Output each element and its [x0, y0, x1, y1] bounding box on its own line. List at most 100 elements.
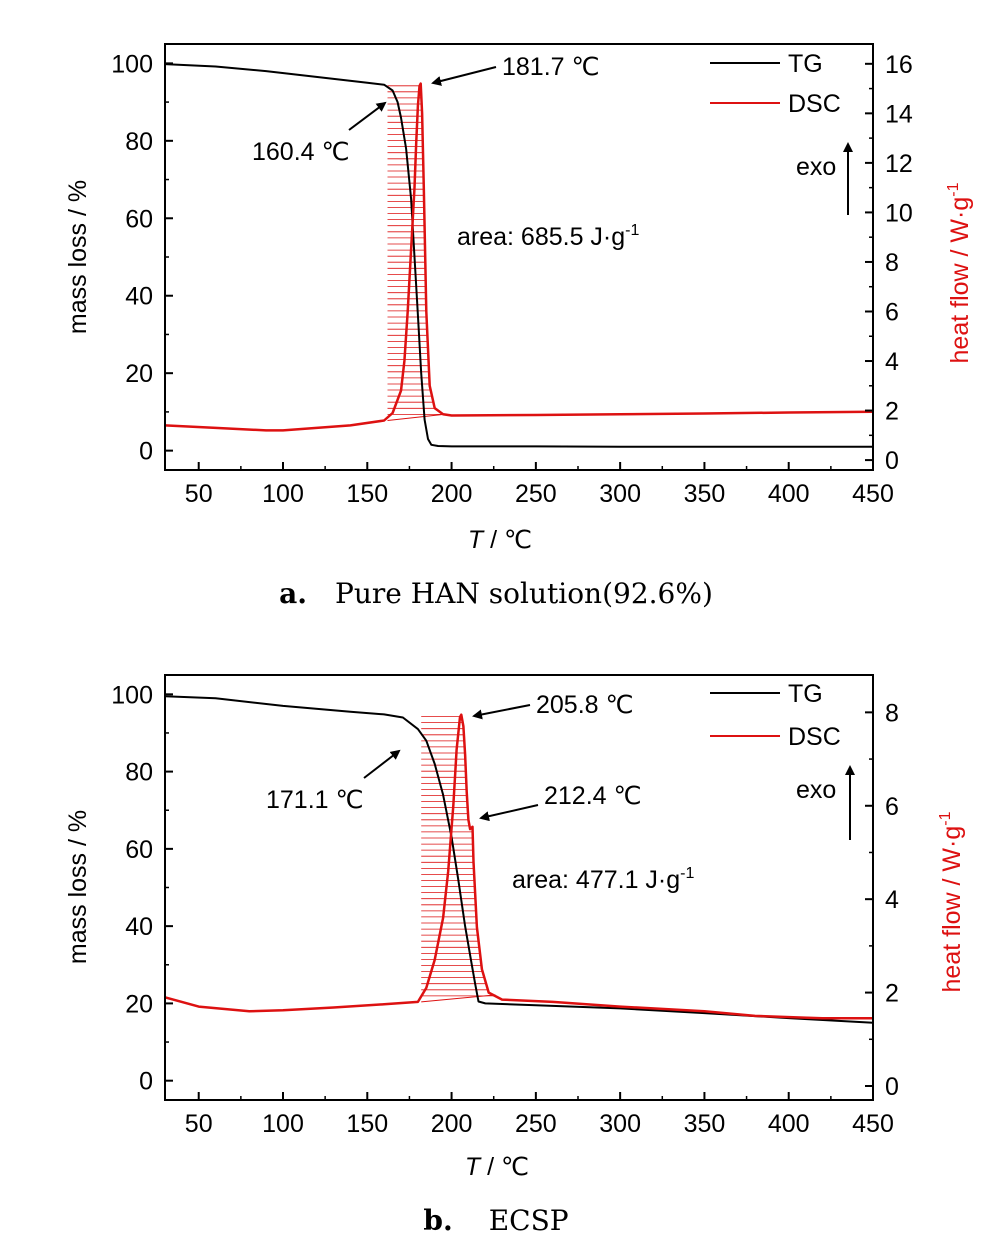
legend-label-tg-b: TG [788, 680, 823, 708]
caption-letter-a: a. [279, 577, 307, 610]
chart-panel-a: 50 100 150 200 250 300 350 400 450 020406080100 … [64, 43, 974, 610]
annotation-peak-arrow-b [472, 704, 531, 720]
x-tick-label: 300 [599, 1110, 641, 1138]
annotation-shoulder-b: 212.4 ℃ [544, 782, 642, 810]
x-axis-label-italic-b: T [465, 1153, 482, 1181]
y2-tick-label: 16 [885, 51, 913, 79]
caption-text-a: Pure HAN solution(92.6%) [335, 577, 713, 610]
annotation-exo-a: exo [796, 153, 836, 181]
x-tick-label: 100 [262, 1110, 304, 1138]
caption-a: a. Pure HAN solution(92.6%) [279, 577, 713, 610]
annotation-peak-b: 205.8 ℃ [536, 691, 634, 719]
x-tick-label: 200 [431, 480, 473, 508]
y-tick-label: 60 [125, 836, 153, 864]
caption-b: b. ECSP [423, 1204, 568, 1237]
x-tick-label: 50 [185, 1110, 213, 1138]
y-tick-label: 100 [111, 50, 153, 78]
y2-tick-label: 0 [885, 1073, 899, 1101]
x-tick-label: 350 [684, 480, 726, 508]
series-line-tg [165, 63, 873, 448]
annotation-exo-b: exo [796, 776, 836, 804]
x-axis-label-a: T / ℃ [468, 526, 532, 554]
y-tick-label: 80 [125, 128, 153, 156]
y2-axis-label-sup-a: -1 [945, 182, 962, 196]
legend-label-dsc-b: DSC [788, 723, 841, 751]
y-ticks-a: 0 20 40 60 80 100 [111, 50, 173, 466]
annotation-onset-arrow-a [348, 101, 387, 131]
x-tick-label: 150 [346, 1110, 388, 1138]
y2-tick-label: 2 [885, 398, 899, 426]
x-tick-label: 250 [515, 480, 557, 508]
annotation-area-text-a: area: 685.5 J·g [457, 223, 625, 251]
y2-axis-label-a: heat flow / W·g-1 [945, 182, 974, 363]
x-tick-label: 50 [185, 480, 213, 508]
x-axis-label-italic-a: T [468, 526, 485, 554]
y2-tick-label: 4 [885, 886, 899, 914]
y-ticks-b: 0 20 40 60 80 100 [111, 681, 173, 1096]
legend-label-dsc-a: DSC [788, 90, 841, 118]
chart-panel-b: 50 100 150 200 250 300 350 400 450 020406080100 … [64, 674, 966, 1237]
y2-tick-label: 12 [885, 150, 913, 178]
series-lines-a [165, 63, 873, 448]
x-tick-label: 300 [599, 480, 641, 508]
caption-text-b: ECSP [489, 1204, 569, 1237]
y2-ticks-b: 0 2 4 6 8 [865, 699, 899, 1101]
series-lines-b [165, 695, 873, 1024]
y-axis-label-a: mass loss / % [64, 180, 92, 334]
x-tick-label: 400 [768, 1110, 810, 1138]
y2-tick-label: 8 [885, 699, 899, 727]
y2-tick-label: 14 [885, 100, 913, 128]
y2-axis-label-sup-b: -1 [937, 811, 954, 825]
annotation-onset-a: 160.4 ℃ [252, 138, 350, 166]
annotation-onset-b: 171.1 ℃ [266, 786, 364, 814]
annotation-area-b: area: 477.1 J·g-1 [512, 865, 695, 894]
series-line-dsc [165, 82, 873, 432]
y-tick-label: 0 [139, 1068, 153, 1096]
y-tick-label: 40 [125, 283, 153, 311]
x-axis-label-b: T / ℃ [465, 1153, 529, 1181]
y2-axis-label-b: heat flow / W·g-1 [937, 811, 966, 992]
annotation-peak-arrow-a [431, 66, 497, 86]
y-axis-label-b: mass loss / % [64, 810, 92, 964]
x-tick-label: 450 [852, 480, 894, 508]
y-tick-label: 20 [125, 990, 153, 1018]
annotation-peak-a: 181.7 ℃ [502, 53, 600, 81]
y2-axis-label-text-b: heat flow / W·g [938, 826, 966, 993]
x-axis-label-unit-a: / ℃ [483, 526, 532, 554]
y2-tick-label: 10 [885, 199, 913, 227]
y2-tick-label: 4 [885, 348, 899, 376]
plot-frame-a [164, 43, 874, 471]
y-tick-label: 0 [139, 438, 153, 466]
annotation-area-text-b: area: 477.1 J·g [512, 866, 680, 894]
series-line-tg [165, 695, 873, 1024]
x-tick-label: 400 [768, 480, 810, 508]
series-line-dsc [165, 713, 873, 1020]
x-tick-label: 250 [515, 1110, 557, 1138]
y2-tick-label: 6 [885, 793, 899, 821]
y-tick-label: 60 [125, 205, 153, 233]
annotation-area-sup-a: -1 [625, 222, 639, 239]
y2-tick-label: 8 [885, 249, 899, 277]
annotation-shoulder-arrow-b [479, 804, 539, 822]
x-tick-label: 150 [346, 480, 388, 508]
integration-baseline [387, 413, 445, 421]
y2-tick-label: 0 [885, 447, 899, 475]
x-tick-label: 100 [262, 480, 304, 508]
y-tick-label: 100 [111, 681, 153, 709]
y2-axis-label-text-a: heat flow / W·g [946, 197, 974, 364]
y2-ticks-a: 0 2 4 6 8 10 12 14 16 [865, 51, 913, 475]
y-tick-label: 40 [125, 913, 153, 941]
y2-tick-label: 6 [885, 298, 899, 326]
x-tick-label: 350 [684, 1110, 726, 1138]
y2-tick-label: 2 [885, 980, 899, 1008]
y-tick-label: 80 [125, 759, 153, 787]
annotation-onset-arrow-b [363, 749, 401, 779]
annotation-area-sup-b: -1 [680, 865, 694, 882]
x-ticks-b: 50 100 150 200 250 300 350 400 450 [185, 1092, 894, 1138]
x-axis-label-unit-b: / ℃ [480, 1153, 529, 1181]
y-tick-label: 20 [125, 360, 153, 388]
annotation-area-a: area: 685.5 J·g-1 [457, 222, 640, 251]
x-tick-label: 200 [431, 1110, 473, 1138]
caption-letter-b: b. [423, 1204, 452, 1237]
